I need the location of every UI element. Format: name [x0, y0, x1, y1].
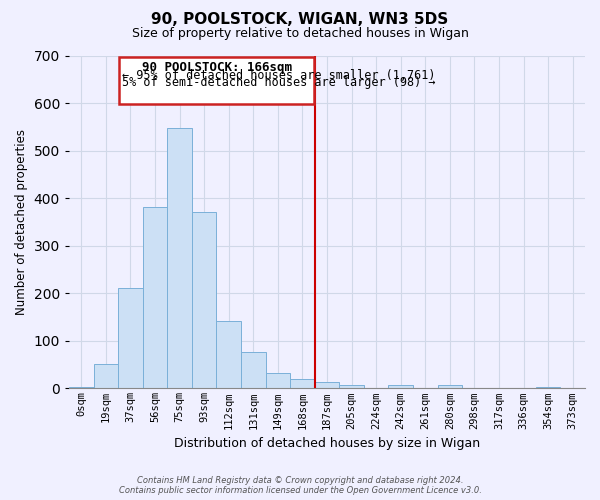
Text: 90 POOLSTOCK: 166sqm: 90 POOLSTOCK: 166sqm [142, 61, 292, 74]
Y-axis label: Number of detached properties: Number of detached properties [15, 129, 28, 315]
Bar [118, 288, 143, 388]
Bar [266, 372, 290, 388]
Bar [167, 128, 192, 388]
X-axis label: Distribution of detached houses by size in Wigan: Distribution of detached houses by size … [174, 437, 480, 450]
Text: ← 95% of detached houses are smaller (1,761): ← 95% of detached houses are smaller (1,… [122, 69, 436, 82]
Text: 90, POOLSTOCK, WIGAN, WN3 5DS: 90, POOLSTOCK, WIGAN, WN3 5DS [151, 12, 449, 28]
Text: Size of property relative to detached houses in Wigan: Size of property relative to detached ho… [131, 28, 469, 40]
Bar [192, 212, 217, 388]
Bar [94, 364, 118, 388]
Bar [388, 384, 413, 388]
Bar [290, 379, 314, 388]
Text: 5% of semi-detached houses are larger (98) →: 5% of semi-detached houses are larger (9… [122, 76, 436, 90]
Bar [119, 58, 314, 104]
Bar [241, 352, 266, 389]
Bar [143, 207, 167, 388]
Bar [217, 321, 241, 388]
Bar [437, 384, 462, 388]
Bar [314, 382, 339, 388]
Bar [339, 384, 364, 388]
Text: Contains HM Land Registry data © Crown copyright and database right 2024.
Contai: Contains HM Land Registry data © Crown c… [119, 476, 481, 495]
